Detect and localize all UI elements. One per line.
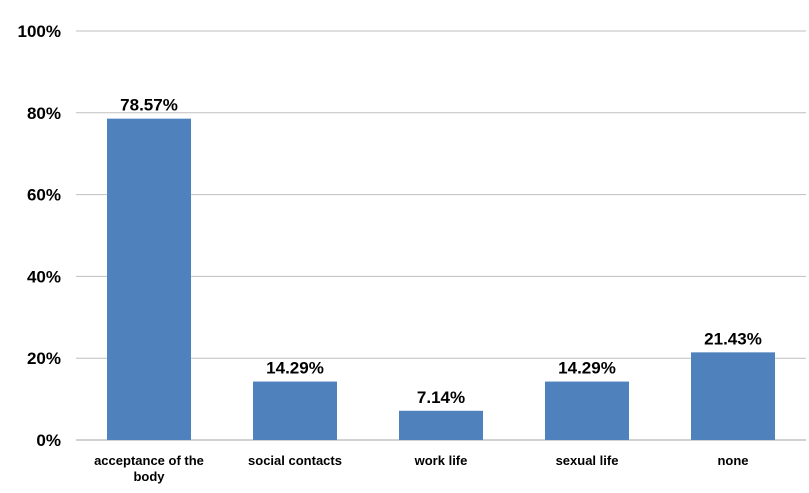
data-label: 14.29%	[558, 359, 616, 378]
data-label: 78.57%	[120, 96, 178, 115]
y-tick-label: 20%	[27, 349, 61, 368]
bar	[107, 118, 191, 441]
y-tick-label: 100%	[18, 22, 61, 41]
y-tick-label: 60%	[27, 186, 61, 205]
bar	[399, 410, 483, 440]
bar	[545, 381, 629, 440]
x-tick-label: social contacts	[248, 453, 342, 468]
y-tick-label: 40%	[27, 267, 61, 286]
x-tick-label: work life	[414, 453, 468, 468]
x-tick-label: sexual life	[556, 453, 619, 468]
data-label: 21.43%	[704, 329, 762, 348]
y-axis-tick-labels: 0% 20% 40% 60% 80% 100%	[18, 22, 61, 450]
data-label: 7.14%	[417, 388, 465, 407]
bar	[253, 381, 337, 440]
x-tick-label: acceptance of the body	[94, 453, 204, 484]
y-tick-label: 80%	[27, 104, 61, 123]
y-tick-label: 0%	[36, 431, 61, 450]
x-tick-label: none	[717, 453, 748, 468]
bar	[691, 352, 775, 440]
data-label: 14.29%	[266, 359, 324, 378]
gridlines	[76, 30, 806, 441]
bars	[107, 118, 775, 441]
x-axis-tick-labels: acceptance of the body social contacts work…	[94, 453, 748, 484]
data-labels: 78.57% 14.29% 7.14% 14.29% 21.43%	[120, 96, 762, 407]
